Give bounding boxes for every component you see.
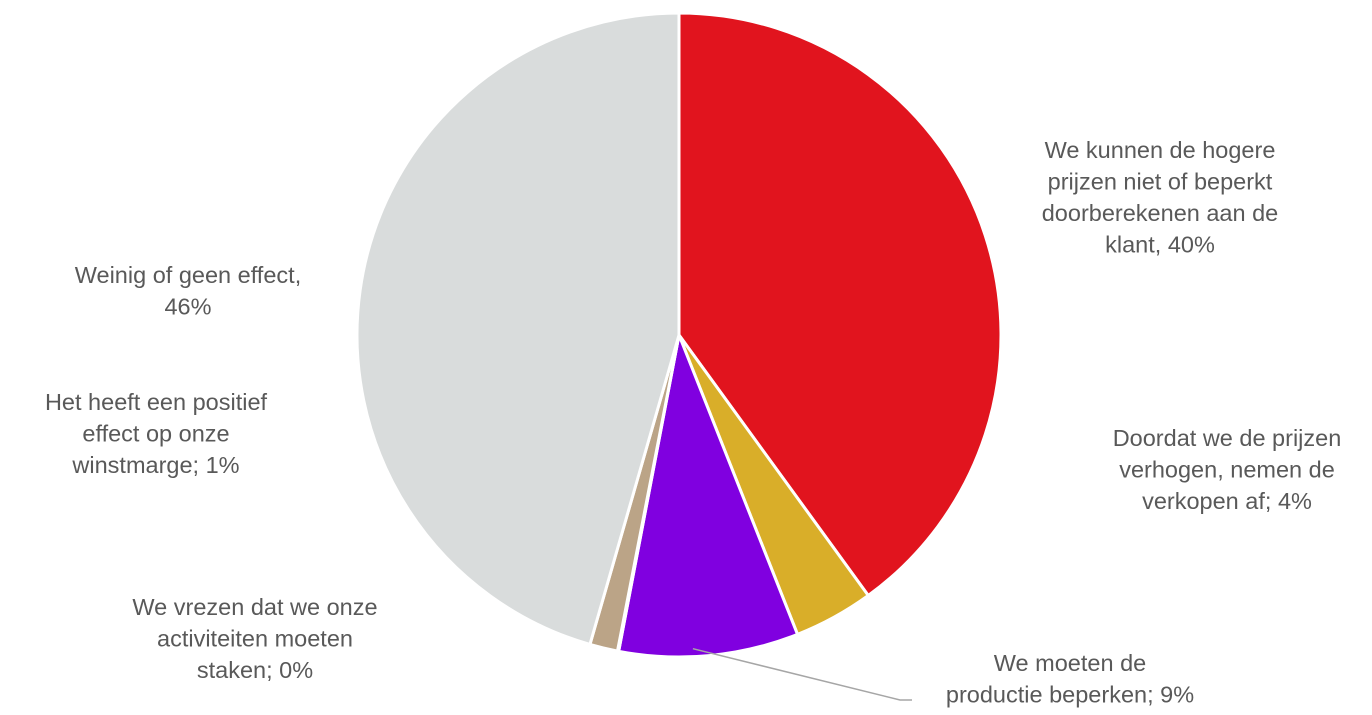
slice-label-line: effect op onze — [82, 421, 229, 447]
pie-labels: We kunnen de hogere prijzen niet of beper… — [45, 137, 1341, 708]
slice-label-5: Het heeft een positief effect op onze wins… — [45, 389, 268, 478]
leader-line-productie — [692, 647, 912, 701]
slice-label-line: 46% — [164, 294, 211, 320]
slice-label-line: doorberekenen aan de — [1042, 200, 1279, 226]
slice-label-line: Weinig of geen effect, — [75, 262, 301, 288]
slice-label-line: Doordat we de prijzen — [1113, 425, 1342, 451]
slice-label-line: We vrezen dat we onze — [132, 594, 377, 620]
slice-label-line: We moeten de — [994, 650, 1146, 676]
slice-label-line: verhogen, nemen de — [1119, 457, 1335, 483]
slice-label-line: klant, 40% — [1105, 232, 1215, 258]
slice-label-4: We vrezen dat we onze activiteiten moeten… — [132, 594, 377, 683]
slice-label-3: We moeten de productie beperken; 9% — [946, 650, 1194, 708]
slice-label-2: Doordat we de prijzen verhogen, nemen de v… — [1113, 425, 1342, 514]
slice-label-line: prijzen niet of beperkt — [1048, 169, 1273, 195]
pie-slice-3 — [617, 333, 800, 659]
slice-label-6: Weinig of geen effect, 46% — [75, 262, 301, 320]
slice-label-line: activiteiten moeten — [157, 626, 353, 652]
slice-label-line: We kunnen de hogere — [1045, 137, 1276, 163]
slice-label-line: productie beperken; 9% — [946, 682, 1194, 708]
slice-label-1: We kunnen de hogere prijzen niet of beper… — [1042, 137, 1279, 258]
pie-slice-1 — [677, 11, 1003, 598]
pie-slice-6 — [355, 11, 681, 646]
slice-label-line: Het heeft een positief — [45, 389, 268, 415]
pie-slices — [355, 11, 1003, 659]
slice-label-line: winstmarge; 1% — [71, 452, 239, 478]
slice-label-line: verkopen af; 4% — [1142, 488, 1312, 514]
slice-label-line: staken; 0% — [197, 657, 313, 683]
